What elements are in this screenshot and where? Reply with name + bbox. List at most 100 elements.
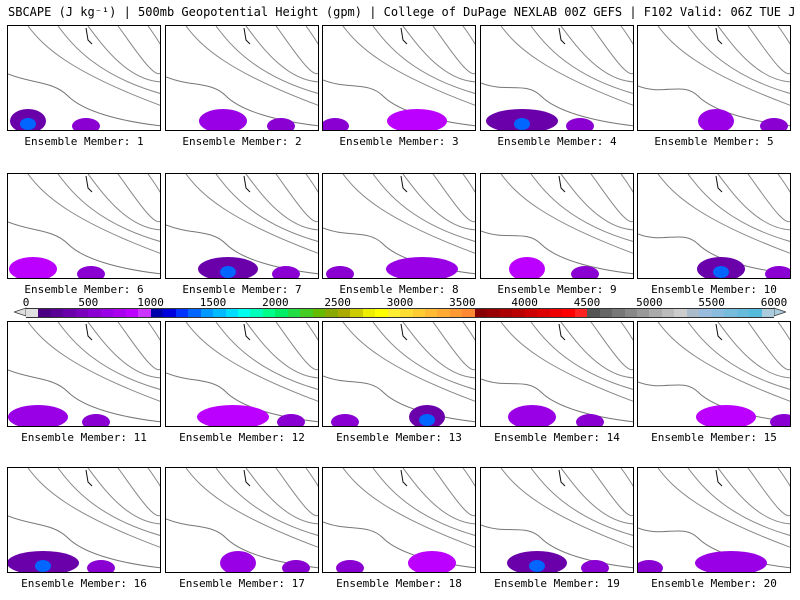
cape-area xyxy=(638,560,663,572)
height-contour xyxy=(657,174,790,254)
height-contour xyxy=(275,468,318,516)
height-contour xyxy=(500,322,633,402)
ensemble-member-label: Ensemble Member: 16 xyxy=(21,577,147,590)
colorbar-swatch xyxy=(163,309,176,317)
height-contour xyxy=(342,468,475,548)
height-contour xyxy=(560,26,633,83)
map-svg xyxy=(481,322,633,426)
colorbar-swatch xyxy=(38,309,51,317)
colorbar-tick-label: 6000 xyxy=(760,296,788,309)
colorbar-swatch xyxy=(699,309,712,317)
height-contour xyxy=(215,468,318,536)
height-contour xyxy=(620,322,633,341)
height-contour xyxy=(717,174,790,231)
cape-area xyxy=(509,257,545,278)
map-svg xyxy=(638,468,790,572)
colorbar-swatch xyxy=(75,309,89,317)
cape-area xyxy=(760,118,788,130)
ensemble-member-label: Ensemble Member: 2 xyxy=(182,135,302,148)
height-contour xyxy=(27,174,160,254)
map-svg xyxy=(8,26,160,130)
ensemble-member-label: Ensemble Member: 9 xyxy=(497,283,617,296)
height-contour xyxy=(185,468,318,548)
cape-area xyxy=(770,414,790,426)
cape-area xyxy=(336,560,364,572)
height-contour xyxy=(305,26,318,45)
height-contour xyxy=(87,322,160,379)
colorbar-swatch xyxy=(88,309,101,317)
colorbar-tick-label: 3000 xyxy=(386,296,414,309)
height-contour xyxy=(305,322,318,341)
colorbar-tick-label: 500 xyxy=(78,296,99,309)
colorbar-swatch xyxy=(100,309,114,317)
map-svg xyxy=(323,468,475,572)
map-svg xyxy=(166,468,318,572)
cape-area xyxy=(77,266,105,278)
cape-area xyxy=(695,551,767,572)
coastline xyxy=(638,381,790,423)
cape-area xyxy=(696,405,756,426)
colorbar-swatch xyxy=(287,309,301,317)
colorbar-swatch xyxy=(499,309,513,317)
ensemble-panel-16 xyxy=(7,467,161,573)
shore-detail xyxy=(715,323,723,341)
colorbar-swatch xyxy=(63,309,76,317)
coastline xyxy=(8,369,160,423)
height-contour xyxy=(342,322,475,402)
cape-area xyxy=(386,257,458,278)
shore-detail xyxy=(400,175,408,193)
cape-area xyxy=(581,560,609,572)
height-contour xyxy=(185,322,318,402)
cape-area xyxy=(199,109,247,130)
shore-detail xyxy=(85,469,93,487)
colorbar-swatch xyxy=(661,309,675,317)
ensemble-member-label: Ensemble Member: 20 xyxy=(651,577,777,590)
map-svg xyxy=(481,468,633,572)
colorbar-swatch xyxy=(113,309,126,317)
cape-core xyxy=(529,560,545,572)
coastline xyxy=(638,233,790,275)
shore-detail xyxy=(715,27,723,45)
colorbar-swatch xyxy=(400,309,413,317)
shore-detail xyxy=(558,323,566,341)
ensemble-panel-14 xyxy=(480,321,634,427)
colorbar-swatch xyxy=(736,309,750,317)
height-contour xyxy=(372,322,475,390)
colorbar-swatch xyxy=(487,309,500,317)
shore-detail xyxy=(400,469,408,487)
map-svg xyxy=(166,26,318,130)
colorbar-swatch xyxy=(574,309,588,317)
ensemble-panel-20 xyxy=(637,467,791,573)
height-contour xyxy=(560,468,633,525)
colorbar-swatch xyxy=(449,309,463,317)
colorbar-swatch xyxy=(362,309,376,317)
ensemble-panel-6 xyxy=(7,173,161,279)
shore-detail xyxy=(243,27,251,45)
ensemble-panel-7 xyxy=(165,173,319,279)
cape-area xyxy=(87,560,115,572)
colorbar-swatch xyxy=(250,309,263,317)
height-contour xyxy=(747,26,790,74)
cape-area xyxy=(323,118,349,130)
shore-detail xyxy=(558,469,566,487)
cape-core xyxy=(713,266,729,278)
colorbar-swatch xyxy=(474,309,488,317)
colorbar-tick-label: 1500 xyxy=(199,296,227,309)
colorbar-swatch xyxy=(213,309,226,317)
height-contour xyxy=(560,322,633,379)
colorbar-swatch xyxy=(350,309,363,317)
height-contour xyxy=(747,322,790,370)
coastline xyxy=(8,73,160,127)
cape-core xyxy=(35,560,51,572)
ensemble-panel-17 xyxy=(165,467,319,573)
colorbar-swatch xyxy=(624,309,637,317)
ensemble-panel-8 xyxy=(322,173,476,279)
height-contour xyxy=(500,26,633,106)
colorbar-swatch xyxy=(724,309,737,317)
height-contour xyxy=(777,26,790,45)
colorbar-swatch xyxy=(237,309,251,317)
ensemble-member-label: Ensemble Member: 6 xyxy=(24,283,144,296)
coastline xyxy=(481,378,633,423)
shore-detail xyxy=(400,323,408,341)
height-contour xyxy=(245,26,318,83)
